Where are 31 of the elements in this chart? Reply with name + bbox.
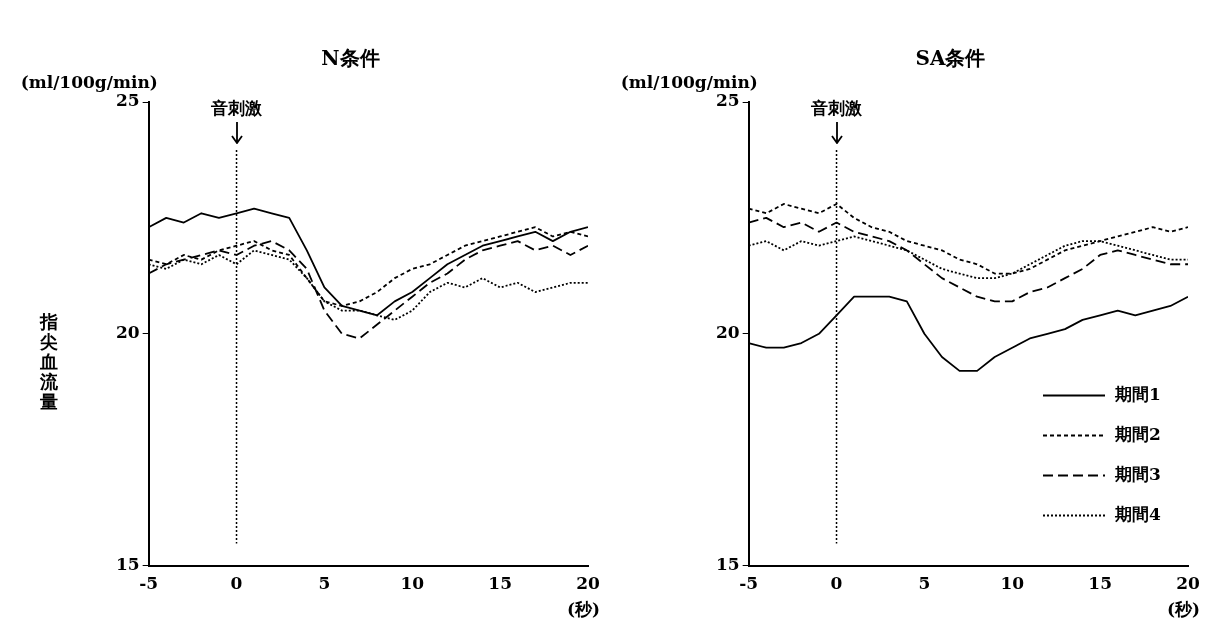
legend-label: 期間2 [1114, 424, 1161, 445]
x-tick-label: 0 [230, 573, 243, 594]
y-tick-label: 25 [115, 90, 140, 111]
x-tick-label: 15 [1088, 573, 1112, 594]
legend-label: 期間4 [1114, 504, 1161, 525]
chart-title: N条件 [321, 46, 380, 71]
legend-label: 期間1 [1114, 384, 1161, 405]
x-tick-label: -5 [739, 573, 759, 594]
text: (ml/100g/min) [20, 71, 158, 92]
x-tick-label: 20 [1176, 573, 1200, 594]
y-tick-label: 15 [715, 554, 740, 575]
y-axis-title: 指尖血流量 [38, 311, 59, 413]
ref-line-label: 音刺激 [210, 97, 264, 118]
y-tick-label: 15 [115, 554, 140, 575]
y-tick-label: 20 [115, 322, 140, 343]
x-tick-label: 15 [488, 573, 512, 594]
x-axis-title: (秒) [1166, 598, 1200, 619]
legend-label: 期間3 [1114, 464, 1161, 485]
y-tick-label: 25 [715, 90, 740, 111]
x-tick-label: 10 [1000, 573, 1025, 594]
ref-line-label: 音刺激 [810, 97, 864, 118]
x-tick-label: 20 [576, 573, 600, 594]
x-tick-label: 10 [400, 573, 425, 594]
x-axis-title: (秒) [566, 598, 600, 619]
x-tick-label: 5 [918, 573, 931, 594]
x-tick-label: 0 [830, 573, 843, 594]
text: (ml/100g/min) [620, 71, 758, 92]
x-tick-label: 5 [318, 573, 331, 594]
y-tick-label: 20 [715, 322, 740, 343]
x-tick-label: -5 [139, 573, 159, 594]
chart-title: SA条件 [915, 46, 986, 71]
